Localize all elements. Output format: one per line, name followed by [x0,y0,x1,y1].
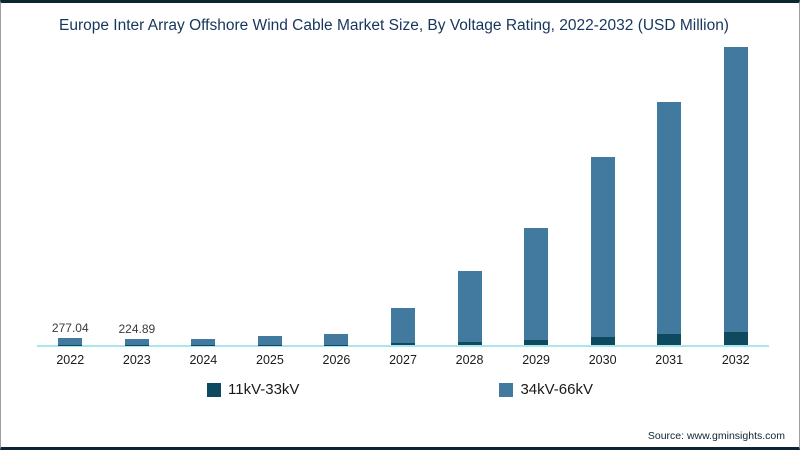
bar-segment-34kv-66kv [58,338,83,345]
bar-segment-34kv-66kv [124,339,149,345]
x-axis-label: 2027 [389,353,417,367]
bar-column-2028 [436,45,503,345]
bar-value-label: 224.89 [118,322,156,337]
x-axis-label: 2022 [56,353,85,367]
bar-segment-11kv-33kv [657,334,682,345]
x-axis-label: 2023 [122,353,151,367]
x-axis-label: 2026 [322,353,351,367]
bar-column-2031 [636,45,703,345]
legend-swatch-34kv-66kv [499,382,514,397]
bar-segment-34kv-66kv [457,271,482,342]
bar-segment-34kv-66kv [590,157,615,337]
x-axis-label: 2032 [721,353,750,367]
bar-segment-11kv-33kv [524,339,549,345]
x-axis-label: 2028 [455,353,484,367]
source-text: Source: www.gminsights.com [647,430,785,442]
legend-label-34kv-66kv: 34kV-66kV [520,381,593,398]
legend-label-11kv-33kv: 11kV-33kV [228,381,300,398]
bar-segment-11kv-33kv [590,336,615,345]
bar-column-2032 [702,45,769,345]
bar-column-2026 [303,45,370,345]
bar-segment-11kv-33kv [723,332,748,345]
bar-segment-34kv-66kv [191,338,216,345]
bar-segment-11kv-33kv [324,344,349,345]
bar-column-2023: 224.89 [104,45,171,345]
bar-segment-11kv-33kv [391,343,415,345]
bar-value-label: 277.04 [51,321,89,336]
bars-container: 277.04 224.89 [37,45,769,347]
legend-swatch-11kv-33kv [207,382,221,397]
bar-column-2022: 277.04 [37,45,104,345]
bar-segment-34kv-66kv [524,227,549,340]
legend-item-11kv-33kv: 11kV-33kV [207,381,299,398]
bar-column-2029 [503,45,570,345]
x-axis-label: 2025 [256,353,284,367]
bar-segment-34kv-66kv [391,308,415,344]
legend: 11kV-33kV 34kV-66kV [1,381,799,398]
chart-title: Europe Inter Array Offshore Wind Cable M… [59,17,729,34]
bar-segment-34kv-66kv [657,101,682,335]
bar-column-2025 [237,45,304,345]
x-axis-label: 2029 [522,353,550,367]
plot-area: 277.04 224.89 2022 2023 2024 2025 2026 2027 202… [37,45,769,367]
x-axis-labels: 2022 2023 2024 2025 2026 2027 2028 2029 2030 2031… [37,353,769,367]
bar-segment-34kv-66kv [723,47,748,333]
bar-segment-34kv-66kv [324,333,349,345]
bar-segment-11kv-33kv [457,341,482,345]
x-axis-label: 2030 [588,353,617,367]
x-axis-label: 2024 [189,353,218,367]
bar-segment-34kv-66kv [257,336,282,345]
x-axis-label: 2031 [655,353,684,367]
bar-column-2024 [170,45,237,345]
bar-column-2027 [370,45,437,345]
bar-column-2030 [569,45,636,345]
legend-item-34kv-66kv: 34kV-66kV [499,381,593,398]
